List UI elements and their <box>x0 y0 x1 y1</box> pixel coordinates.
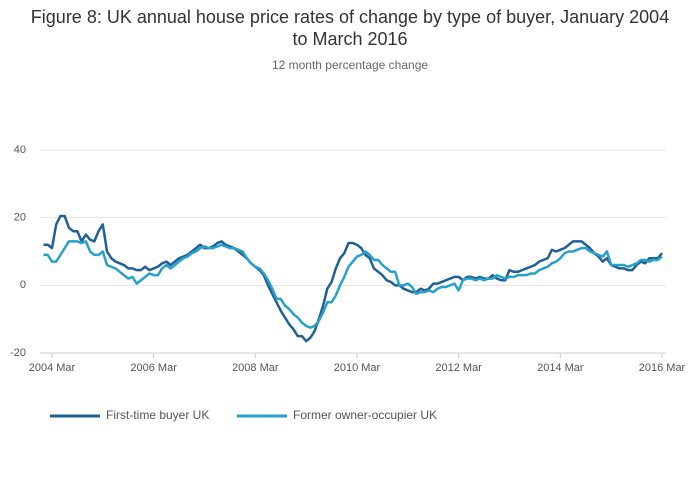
x-tick-label: 2004 Mar <box>29 362 76 374</box>
x-tick-label: 2012 Mar <box>435 362 482 374</box>
series-line <box>43 214 663 343</box>
x-tick-label: 2008 Mar <box>232 362 279 374</box>
legend-label: Former owner-occupier UK <box>293 408 437 422</box>
y-tick-label: 40 <box>14 144 26 156</box>
chart-title: Figure 8: UK annual house price rates of… <box>30 7 670 49</box>
y-tick-label: -20 <box>10 347 26 359</box>
x-tick-label: 2016 Mar <box>639 362 686 374</box>
series-line <box>43 240 663 329</box>
legend-label: First-time buyer UK <box>106 408 209 422</box>
x-tick-label: 2010 Mar <box>334 362 381 374</box>
y-tick-label: 0 <box>20 279 26 291</box>
x-tick-label: 2014 Mar <box>537 362 584 374</box>
y-tick-label: 20 <box>14 212 26 224</box>
chart-subtitle: 12 month percentage change <box>271 58 429 72</box>
x-tick-label: 2006 Mar <box>130 362 177 374</box>
